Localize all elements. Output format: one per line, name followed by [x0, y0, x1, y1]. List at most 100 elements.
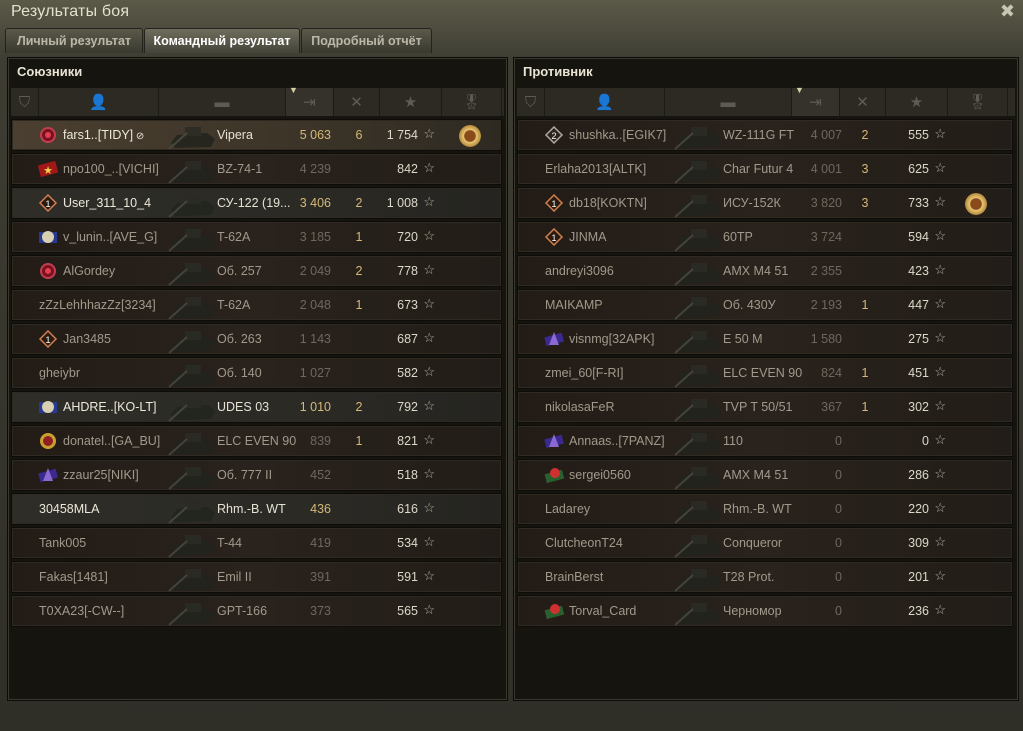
column-medal[interactable]: 🎖 — [948, 88, 1008, 116]
column-clan-rating[interactable]: ⛉ — [517, 88, 545, 116]
star-icon: ☆ — [934, 228, 946, 243]
player-row[interactable]: zzaur25[NIKI] Об. 777 II 452 518 ☆ — [11, 459, 502, 491]
player-row[interactable]: 30458MLA Rhm.-B. WT 436 616 ☆ — [11, 493, 502, 525]
player-row[interactable]: 1 JINMA 60TP 3 724 594 ☆ — [517, 221, 1013, 253]
player-row[interactable]: 1 User_311_10_4 СУ-122 (19... 3 406 2 1 008 ☆ — [11, 187, 502, 219]
xp-value: 201 — [908, 570, 929, 584]
tank-name: AMX M4 51 — [723, 468, 789, 482]
player-row[interactable]: MAIKAMP Об. 430У 2 193 1 447 ☆ — [517, 289, 1013, 321]
player-row[interactable]: sergei0560 AMX M4 51 0 286 ☆ — [517, 459, 1013, 491]
tank-name: Vipera — [217, 128, 253, 142]
close-icon[interactable]: ✖ — [999, 1, 1015, 21]
star-icon: ☆ — [423, 296, 435, 311]
xp-value: 534 — [397, 536, 418, 550]
damage-value: 452 — [310, 468, 331, 482]
column-player[interactable]: 👤 — [545, 88, 665, 116]
medal-icon[interactable] — [965, 193, 987, 215]
player-row[interactable]: AHDRE..[KO-LT] UDES 03 1 010 2 792 ☆ — [11, 391, 502, 423]
player-row[interactable]: gheiybr Об. 140 1 027 582 ☆ — [11, 357, 502, 389]
player-row[interactable]: visnmg[32APK] E 50 M 1 580 275 ☆ — [517, 323, 1013, 355]
kills-value: 2 — [355, 400, 363, 414]
player-row[interactable]: Torval_Card Черномор 0 236 ☆ — [517, 595, 1013, 627]
player-row[interactable]: Fakas[1481] Emil II 391 591 ☆ — [11, 561, 502, 593]
star-icon: ☆ — [934, 432, 946, 447]
player-row[interactable]: Erlaha2013[ALTK] Char Futur 4 4 001 3 625 ☆ — [517, 153, 1013, 185]
player-row[interactable]: 1 Jan3485 Об. 263 1 143 687 ☆ — [11, 323, 502, 355]
player-row[interactable]: 2 shushka..[EGIK7] WZ-111G FT 4 007 2 555 ☆ — [517, 119, 1013, 151]
tank-name: Черномор — [723, 604, 782, 618]
tank-name: AMX M4 51 — [723, 264, 789, 278]
damage-value: 1 010 — [299, 400, 331, 414]
player-row[interactable]: zmei_60[F-RI] ELC EVEN 90 824 1 451 ☆ — [517, 357, 1013, 389]
xp-value: 720 — [397, 230, 418, 244]
tank-image — [167, 291, 219, 321]
player-row[interactable]: v_lunin..[AVE_G] T-62A 3 185 1 720 ☆ — [11, 221, 502, 253]
tank-image — [673, 597, 725, 627]
xp-value: 673 — [397, 298, 418, 312]
player-row[interactable]: zZzLehhhazZz[3234] T-62A 2 048 1 673 ☆ — [11, 289, 502, 321]
column-frags[interactable]: ✕ — [334, 88, 380, 116]
player-name: zmei_60[F-RI] — [545, 366, 624, 380]
player-row[interactable]: Tank005 T-44 419 534 ☆ — [11, 527, 502, 559]
player-icon: 👤 — [89, 94, 108, 111]
player-row[interactable]: 1 db18[KOKTN] ИСУ-152К 3 820 3 733 ☆ — [517, 187, 1013, 219]
allies-title: Союзники — [17, 64, 83, 79]
player-row[interactable]: AlGordey Об. 257 2 049 2 778 ☆ — [11, 255, 502, 287]
damage-value: 373 — [310, 604, 331, 618]
tank-image — [167, 257, 219, 287]
star-icon: ☆ — [423, 364, 435, 379]
player-name: BrainBerst — [545, 570, 604, 584]
player-row[interactable]: BrainBerst T28 Prot. 0 201 ☆ — [517, 561, 1013, 593]
tank-image — [167, 325, 219, 355]
window-title: Результаты боя — [11, 3, 130, 20]
medal-icon[interactable] — [459, 125, 481, 147]
xp-value: 302 — [908, 400, 929, 414]
column-tank[interactable]: ▬ — [159, 88, 286, 116]
tank-image — [167, 155, 219, 185]
damage-value: 0 — [835, 502, 842, 516]
tank-image — [167, 393, 219, 423]
xp-value: 220 — [908, 502, 929, 516]
column-xp-star[interactable]: ★ — [380, 88, 442, 116]
tank-image — [673, 155, 725, 185]
player-row[interactable]: ClutcheonT24 Conqueror 0 309 ☆ — [517, 527, 1013, 559]
player-row[interactable]: andreyi3096 AMX M4 51 2 355 423 ☆ — [517, 255, 1013, 287]
star-icon: ☆ — [423, 500, 435, 515]
xp-value: 687 — [397, 332, 418, 346]
xp-value: 733 — [908, 196, 929, 210]
damage-value: 391 — [310, 570, 331, 584]
player-row[interactable]: T0XA23[-CW--] GPT-166 373 565 ☆ — [11, 595, 502, 627]
clan-flower-badge-icon — [544, 466, 565, 484]
svg-text:2: 2 — [551, 131, 556, 141]
column-tank[interactable]: ▬ — [665, 88, 792, 116]
tank-name: E 50 M — [723, 332, 763, 346]
column-frags[interactable]: ✕ — [840, 88, 886, 116]
tab-team[interactable]: Командный результат — [144, 28, 300, 53]
column-clan-rating[interactable]: ⛉ — [11, 88, 39, 116]
frags-icon: ✕ — [350, 94, 363, 111]
player-row[interactable]: ★ npo100_..[VICHI] BZ-74-1 4 239 842 ☆ — [11, 153, 502, 185]
player-row[interactable]: Annaas..[7PANZ] 110 0 0 ☆ — [517, 425, 1013, 457]
star-icon: ☆ — [423, 568, 435, 583]
column-damage[interactable]: ⇥ ▼ — [792, 85, 840, 116]
column-player[interactable]: 👤 — [39, 88, 159, 116]
column-xp-star[interactable]: ★ — [886, 88, 948, 116]
column-medal[interactable]: 🎖 — [442, 88, 502, 116]
kills-value: 6 — [355, 128, 363, 142]
enemies-panel: Противник ⛉ 👤 ▬ ⇥ ▼ ✕ ★ 🎖 2 shushka..[EGIK7] WZ-11… — [513, 57, 1019, 701]
player-row[interactable]: fars1..[TIDY] ⊘ Vipera 5 063 6 1 754 ☆ — [11, 119, 502, 151]
enemies-title: Противник — [523, 64, 593, 79]
xp-value: 518 — [397, 468, 418, 482]
tab-personal[interactable]: Личный результат — [5, 28, 143, 53]
player-name: ClutcheonT24 — [545, 536, 623, 550]
tab-detailed[interactable]: Подробный отчёт — [301, 28, 432, 53]
xp-value: 286 — [908, 468, 929, 482]
column-damage[interactable]: ⇥ ▼ — [286, 85, 334, 116]
player-row[interactable]: donatel..[GA_BU] ELC EVEN 90 839 1 821 ☆ — [11, 425, 502, 457]
player-row[interactable]: nikolasaFeR TVP T 50/51 367 1 302 ☆ — [517, 391, 1013, 423]
tank-image — [673, 223, 725, 253]
player-row[interactable]: Ladarey Rhm.-B. WT 0 220 ☆ — [517, 493, 1013, 525]
xp-value: 842 — [397, 162, 418, 176]
tank-image — [673, 427, 725, 457]
player-name: shushka..[EGIK7] — [569, 128, 667, 142]
